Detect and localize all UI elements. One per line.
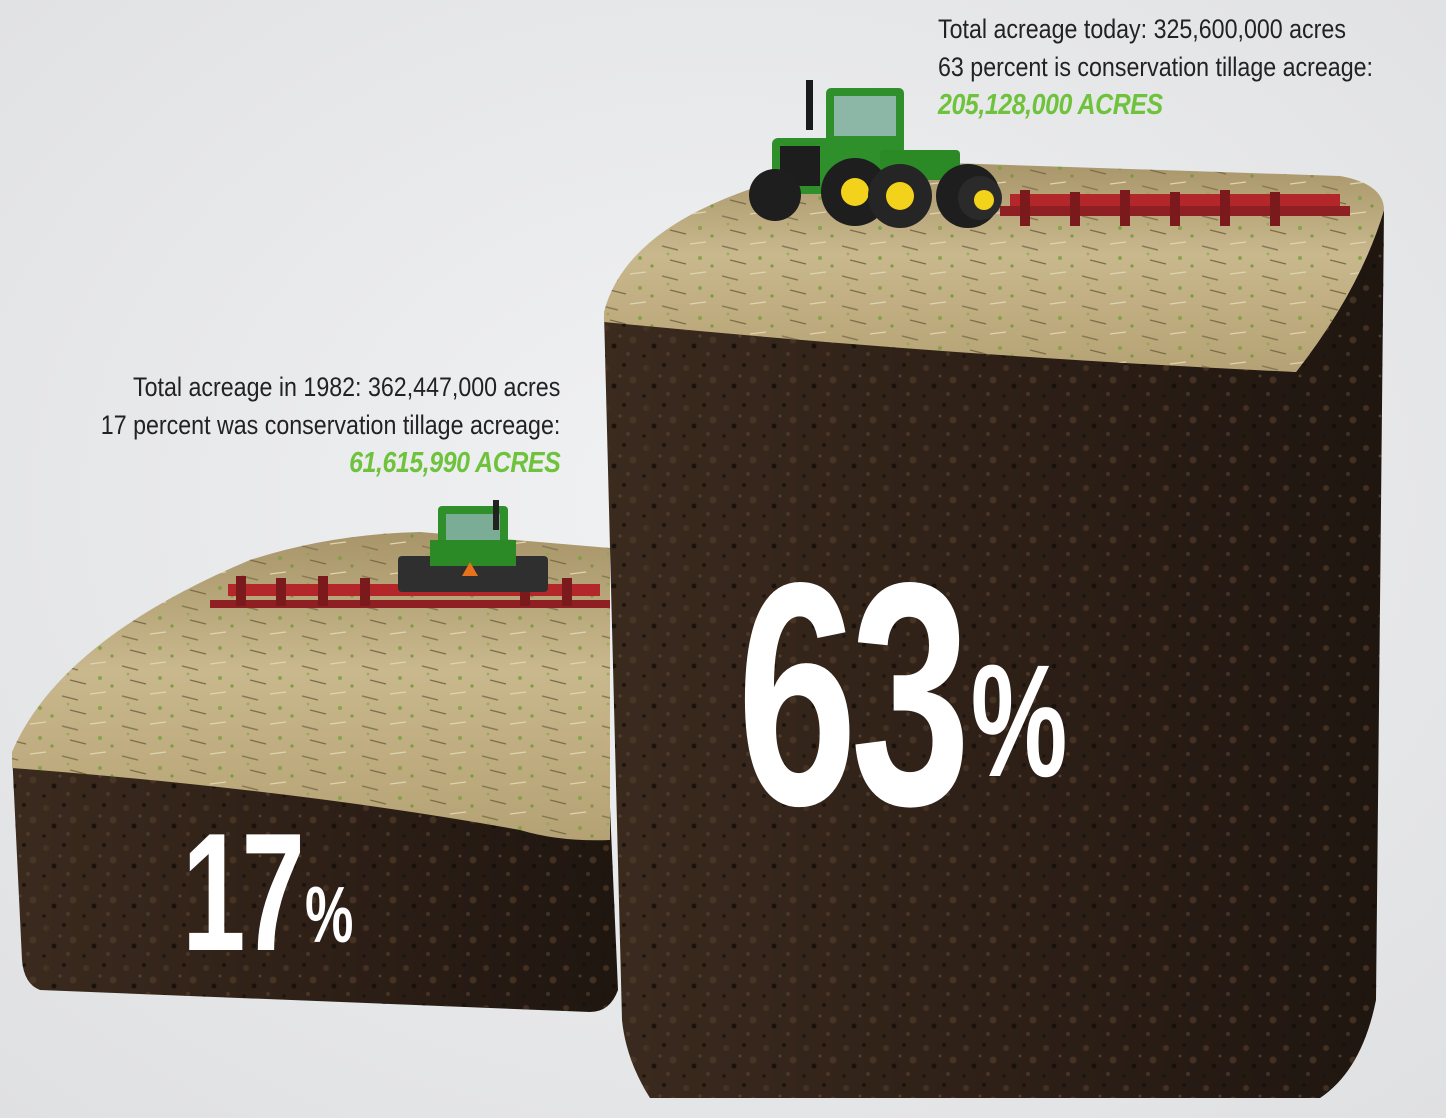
bar-today-percent-value: 63 (737, 517, 971, 872)
callout-today-acres: 205,128,000 ACRES (938, 89, 1163, 121)
callout-1982-total: Total acreage in 1982: 362,447,000 acres (132, 372, 560, 402)
callout-today-total: Total acreage today: 325,600,000 acres (938, 14, 1346, 44)
bar-1982-field-texture (12, 532, 610, 841)
bar-1982-percent-label: 17% (182, 808, 353, 976)
callout-today-share: 63 percent is conservation tillage acrea… (938, 52, 1373, 82)
callout-1982-acres: 61,615,990 ACRES (348, 447, 561, 479)
callout-1982-share: 17 percent was conservation tillage acre… (100, 410, 560, 440)
callout-1982: Total acreage in 1982: 362,447,000 acres… (100, 368, 560, 482)
bar-today-soil-texture (604, 210, 1384, 1098)
tillage-implement-icon (1000, 190, 1350, 226)
bar-1982-percent-sign: % (304, 870, 353, 959)
bar-1982-percent-value: 17 (182, 798, 305, 986)
tractor-icon (749, 80, 1002, 228)
bar-today-percent-label: 63% (737, 536, 1068, 854)
tractor-icon (398, 500, 548, 592)
bar-1982 (12, 500, 618, 1012)
bar-today (604, 80, 1384, 1098)
callout-today: Total acreage today: 325,600,000 acres 6… (938, 10, 1373, 124)
bar-today-percent-sign: % (970, 631, 1068, 810)
